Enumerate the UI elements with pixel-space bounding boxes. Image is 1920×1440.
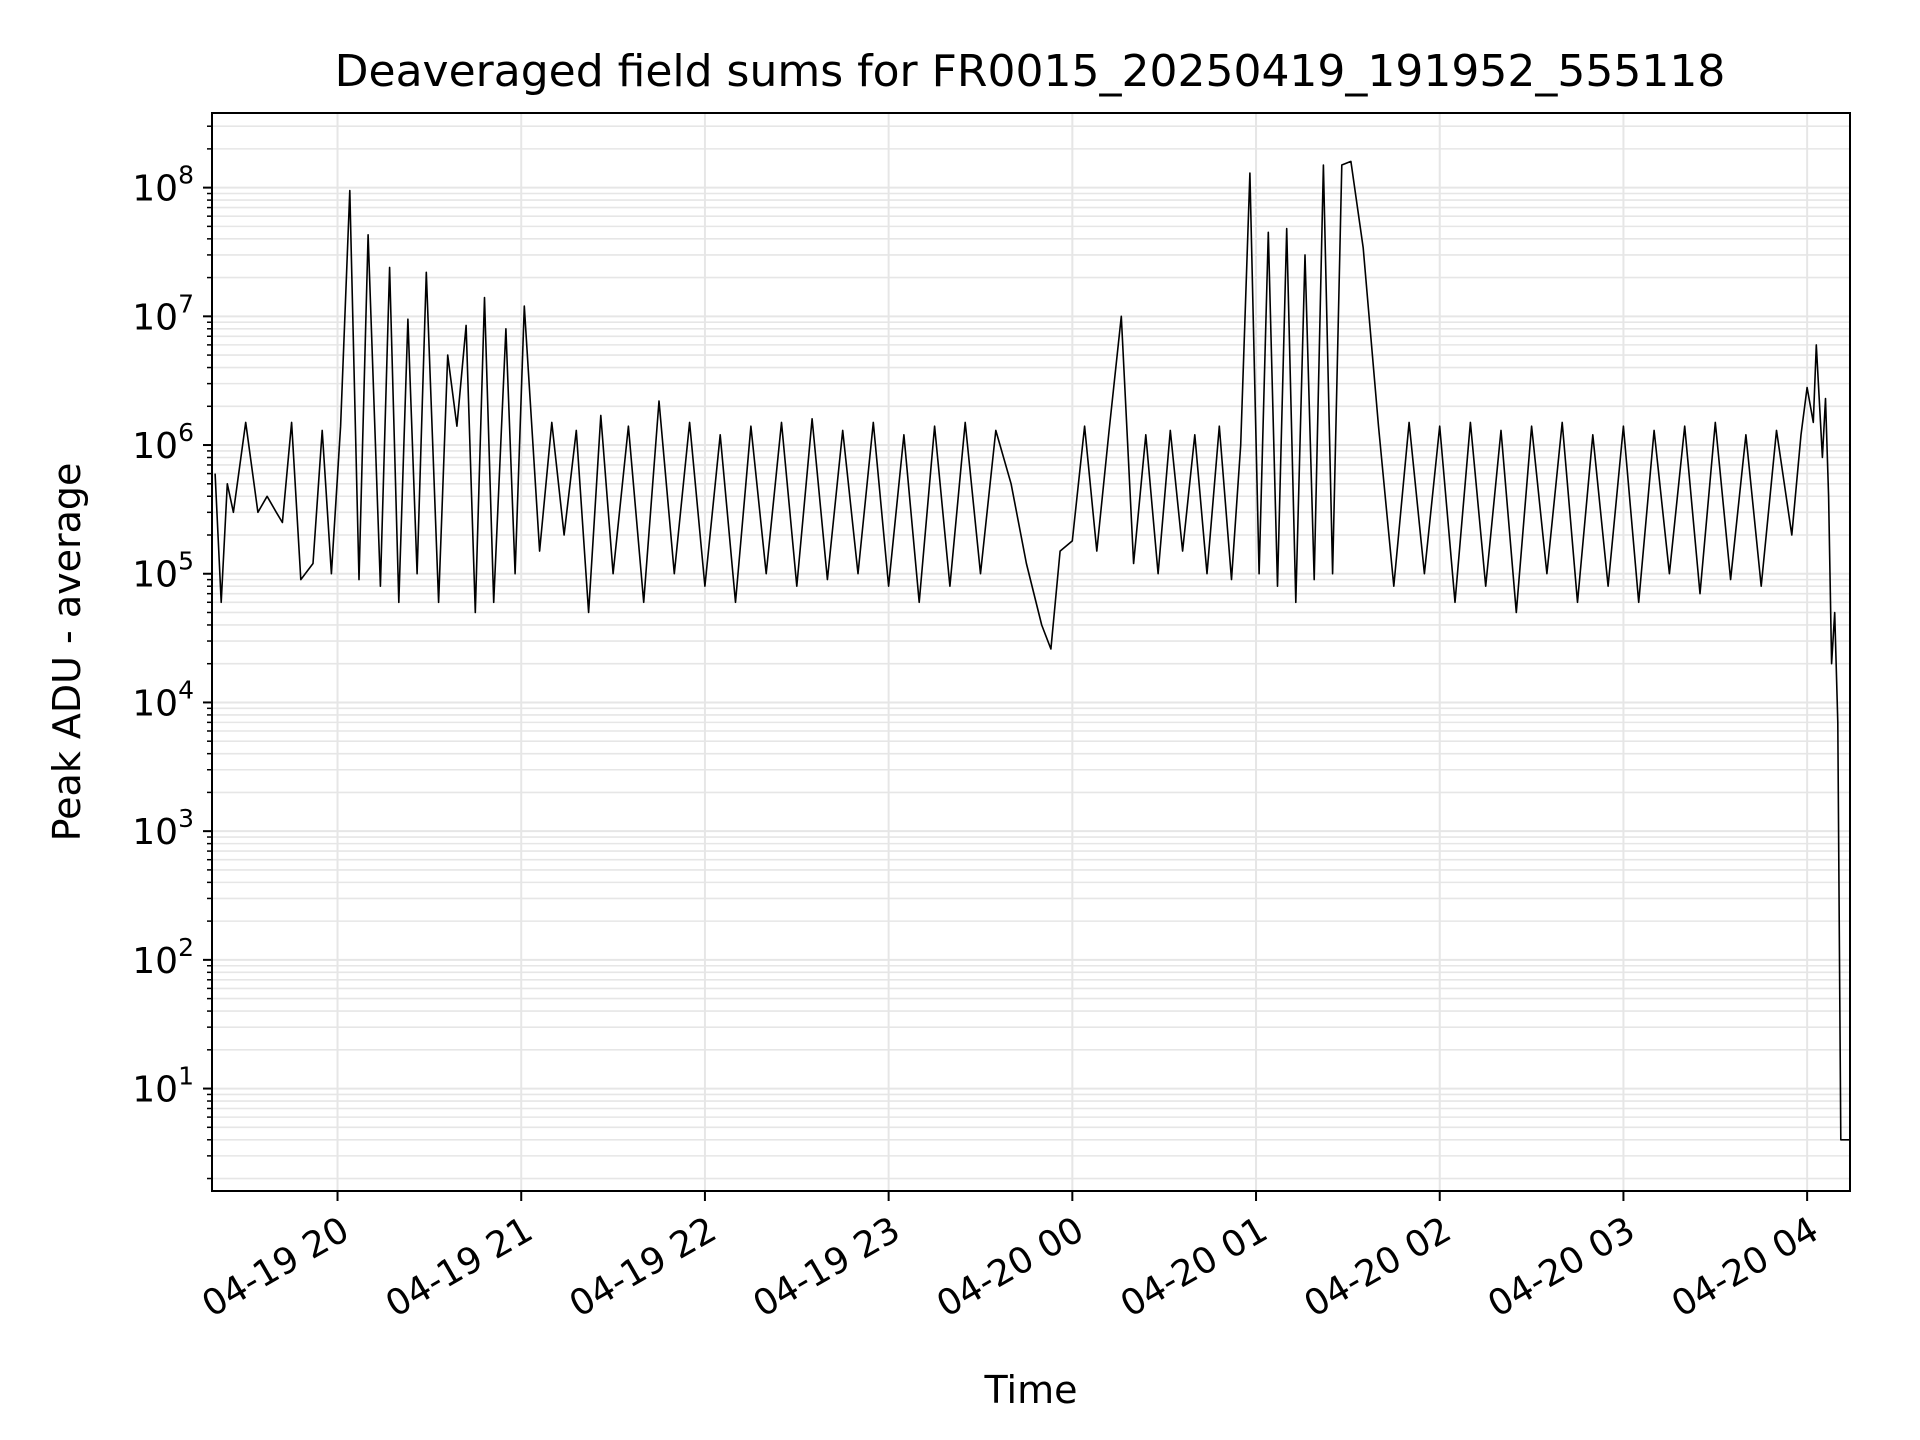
y-tick-label: 104 [132,675,194,724]
y-tick-base: 10 [132,426,178,467]
series-line [214,160,1850,1141]
y-tick-base: 10 [132,941,178,982]
y-tick-exponent: 7 [178,289,194,318]
y-tick-label: 106 [132,418,194,467]
y-tick-base: 10 [132,812,178,853]
y-axis-label: Peak ADU - average [45,463,89,842]
y-tick-exponent: 8 [178,161,194,190]
y-tick-label: 108 [132,161,194,210]
y-tick-base: 10 [132,683,178,724]
plot-area [214,160,1850,1141]
y-tick-exponent: 2 [178,933,194,962]
y-tick-label: 105 [132,547,194,596]
y-tick-base: 10 [132,555,178,596]
x-axis-label: Time [984,1368,1078,1412]
plot-frame [211,112,1851,1192]
y-tick-exponent: 4 [178,675,194,704]
y-tick-exponent: 6 [178,418,194,447]
y-tick-base: 10 [132,297,178,338]
y-tick-exponent: 5 [178,547,194,576]
y-tick-label: 102 [132,933,194,982]
y-tick-base: 10 [132,1070,178,1111]
grid-lines [212,113,1850,1191]
chart-title: Deaveraged field sums for FR0015_2025041… [335,46,1726,97]
y-tick-exponent: 3 [178,804,194,833]
y-tick-label: 107 [132,289,194,338]
y-tick-label: 103 [132,804,194,853]
y-tick-base: 10 [132,169,178,210]
y-tick-label: 101 [132,1062,194,1111]
y-tick-exponent: 1 [178,1062,194,1091]
